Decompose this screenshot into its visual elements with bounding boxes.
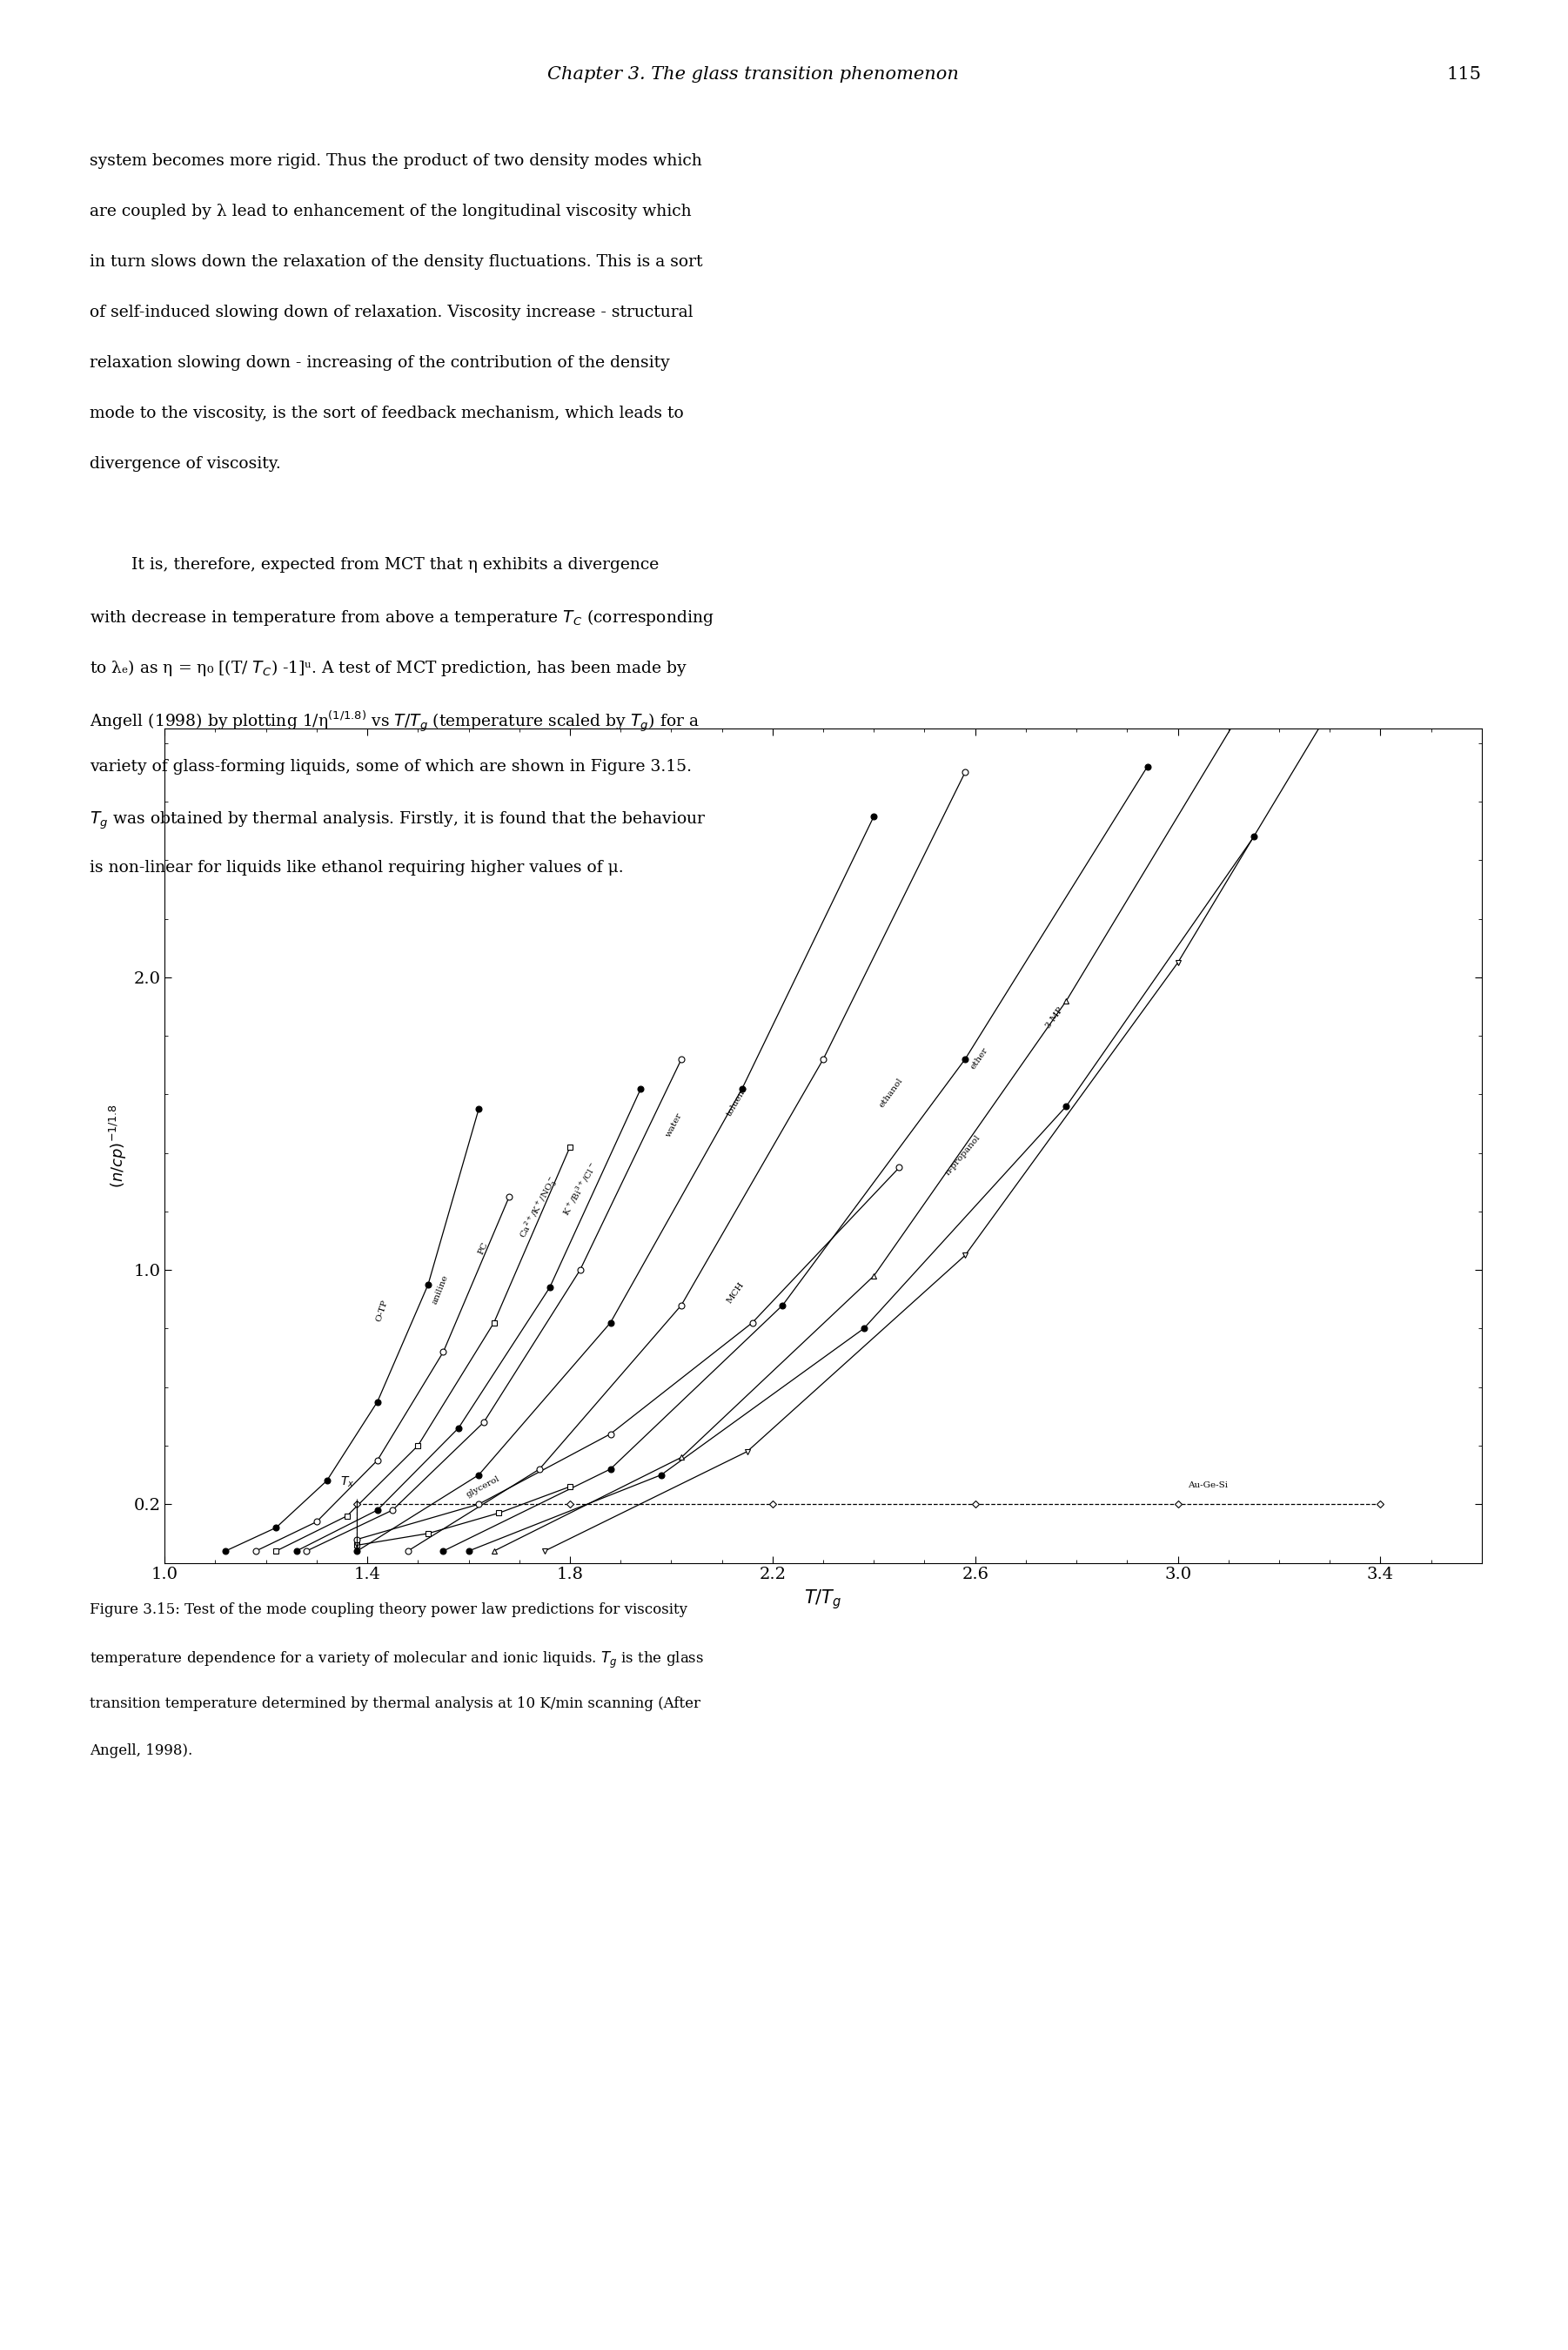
Text: Ca$^{2+}$/K$^+$/NO$_3^-$: Ca$^{2+}$/K$^+$/NO$_3^-$: [516, 1173, 561, 1241]
Text: PC: PC: [477, 1241, 489, 1255]
Text: Au-Ge-Si: Au-Ge-Si: [1189, 1483, 1228, 1490]
Text: It is, therefore, expected from MCT that η exhibits a divergence: It is, therefore, expected from MCT that…: [89, 557, 659, 573]
Text: $T_x$: $T_x$: [340, 1476, 354, 1490]
Text: 3 MP: 3 MP: [1044, 1006, 1065, 1029]
Text: divergence of viscosity.: divergence of viscosity.: [89, 456, 281, 472]
Text: system becomes more rigid. Thus the product of two density modes which: system becomes more rigid. Thus the prod…: [89, 153, 702, 169]
Text: Figure 3.15: Test of the mode coupling theory power law predictions for viscosit: Figure 3.15: Test of the mode coupling t…: [89, 1603, 687, 1617]
Text: to λₑ) as η = η₀ [(Τ/ $T_C$) -1]ᵘ. A test of MCT prediction, has been made by: to λₑ) as η = η₀ [(Τ/ $T_C$) -1]ᵘ. A tes…: [89, 658, 687, 679]
Text: Chapter 3. The glass transition phenomenon: Chapter 3. The glass transition phenomen…: [547, 66, 958, 82]
Text: are coupled by λ lead to enhancement of the longitudinal viscosity which: are coupled by λ lead to enhancement of …: [89, 202, 691, 219]
Text: mode to the viscosity, is the sort of feedback mechanism, which leads to: mode to the viscosity, is the sort of fe…: [89, 404, 684, 421]
Text: Angell (1998) by plotting 1/η$^{(1/1.8)}$ vs $T/T_g$ (temperature scaled by $T_g: Angell (1998) by plotting 1/η$^{(1/1.8)}…: [89, 707, 699, 733]
Text: water: water: [665, 1112, 684, 1137]
Text: of self-induced slowing down of relaxation. Viscosity increase - structural: of self-induced slowing down of relaxati…: [89, 303, 693, 320]
Text: K$^+$/Bi$^{3+}$/Cl$^-$: K$^+$/Bi$^{3+}$/Cl$^-$: [560, 1159, 601, 1217]
Text: MCH: MCH: [726, 1281, 746, 1304]
Text: with decrease in temperature from above a temperature $T_C$ (corresponding: with decrease in temperature from above …: [89, 606, 713, 627]
Text: ether: ether: [969, 1046, 989, 1072]
Text: $T_g$ was obtained by thermal analysis. Firstly, it is found that the behaviour: $T_g$ was obtained by thermal analysis. …: [89, 808, 706, 832]
Text: in turn slows down the relaxation of the density fluctuations. This is a sort: in turn slows down the relaxation of the…: [89, 254, 702, 270]
Text: relaxation slowing down - increasing of the contribution of the density: relaxation slowing down - increasing of …: [89, 355, 670, 371]
Y-axis label: $(n/cp)^{-1/1.8}$: $(n/cp)^{-1/1.8}$: [108, 1104, 129, 1187]
Text: ethanol: ethanol: [878, 1076, 905, 1109]
Text: O-TP: O-TP: [375, 1300, 389, 1323]
X-axis label: $T/T_g$: $T/T_g$: [804, 1589, 842, 1610]
Text: toluene: toluene: [726, 1083, 750, 1119]
Text: n-propanol: n-propanol: [944, 1133, 982, 1177]
Text: glycerol: glycerol: [466, 1473, 502, 1499]
Text: transition temperature determined by thermal analysis at 10 K/min scanning (Afte: transition temperature determined by the…: [89, 1697, 701, 1711]
Text: is non-linear for liquids like ethanol requiring higher values of μ.: is non-linear for liquids like ethanol r…: [89, 860, 624, 877]
Text: temperature dependence for a variety of molecular and ionic liquids. $T_g$ is th: temperature dependence for a variety of …: [89, 1650, 704, 1671]
Text: Angell, 1998).: Angell, 1998).: [89, 1744, 193, 1758]
Text: aniline: aniline: [431, 1274, 450, 1304]
Text: 115: 115: [1447, 66, 1482, 82]
Text: variety of glass-forming liquids, some of which are shown in Figure 3.15.: variety of glass-forming liquids, some o…: [89, 759, 691, 776]
